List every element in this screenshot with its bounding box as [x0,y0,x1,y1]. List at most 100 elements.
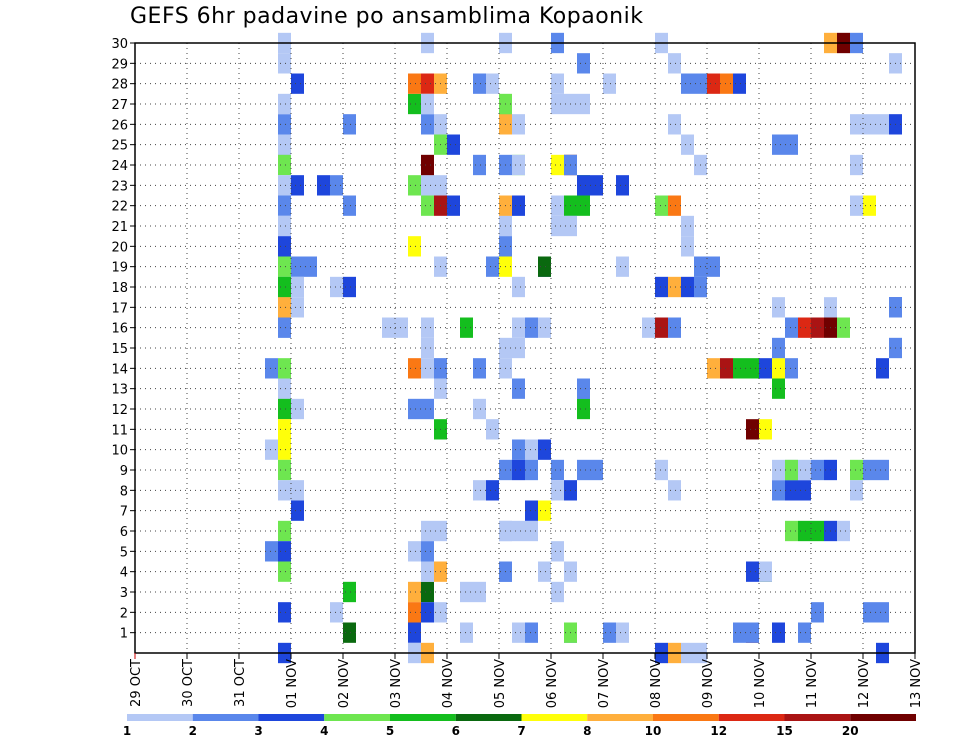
y-tick-label: 26 [111,118,128,133]
x-tick-label: 31 OCT [233,659,248,707]
heatmap-cell [278,561,291,582]
heatmap-cell [473,581,486,603]
colorbar-label: 5 [386,724,394,738]
y-tick-label: 2 [120,606,128,621]
y-tick-label: 23 [111,179,128,194]
heatmap-cell [720,358,733,379]
heatmap-cell [863,195,876,216]
colorbar-label: 1 [123,724,131,738]
heatmap-cell [525,500,538,521]
heatmap-cell [343,276,356,298]
colorbar-swatch [324,714,390,721]
heatmap-cell [395,317,408,338]
heatmap-cell [733,358,746,379]
x-tick-label: 09 NOV [701,659,716,708]
x-tick-label: 30 OCT [181,659,196,707]
heatmap-cell [577,175,590,196]
x-tick-label: 12 NOV [857,659,872,708]
heatmap-cell [772,622,785,643]
heatmap-cell [512,195,525,216]
heatmap-cell [538,561,551,582]
x-tick-label: 02 NOV [337,659,352,708]
heatmap-cell [681,276,694,298]
heatmap-cell [460,581,473,603]
heatmap-cell [421,337,434,359]
heatmap-cell [876,114,889,135]
colorbar-swatch [784,714,851,721]
heatmap-cell [798,459,811,481]
heatmap-cell [330,175,343,196]
heatmap-cell [278,215,291,237]
heatmap-cell [408,622,421,643]
heatmap-cell [668,114,681,135]
heatmap-cell [291,398,304,420]
chart-title: GEFS 6hr padavine po ansamblima Kopaonik [130,4,644,29]
heatmap-cell [551,541,564,562]
heatmap-cell [668,53,681,74]
heatmap-cell [772,358,785,379]
heatmap-cell [278,398,291,420]
colorbar-label: 3 [254,724,262,738]
x-tick-label: 11 NOV [805,659,820,708]
heatmap-cell [291,73,304,94]
heatmap-cell [551,459,564,481]
heatmap-cell [811,602,824,623]
heatmap-cell [265,358,278,379]
heatmap-cell [733,622,746,643]
heatmap-cell [408,398,421,420]
heatmap-cell [421,398,434,420]
y-tick-label: 13 [111,383,128,398]
heatmap-cell [811,317,824,338]
heatmap-cell [876,358,889,379]
heatmap-cell [772,378,785,399]
colorbar-swatch [455,714,522,721]
heatmap-cell [746,622,759,643]
heatmap-cell [577,53,590,74]
x-tick-label: 29 OCT [129,659,144,707]
heatmap-cell [551,215,564,237]
y-tick-label: 17 [111,301,128,316]
heatmap-cell [278,175,291,196]
heatmap-cell [512,459,525,481]
heatmap-cell [486,419,499,440]
heatmap-cell [486,480,499,501]
heatmap-cell [473,480,486,501]
heatmap-cell [850,114,863,135]
heatmap-cell [642,317,655,338]
heatmap-cell [408,358,421,379]
heatmap-cell [408,73,421,94]
heatmap-cell [772,337,785,359]
heatmap-cell [538,439,551,460]
heatmap-cell [278,53,291,74]
x-tick-label: 03 NOV [389,659,404,708]
heatmap-cell [460,317,473,338]
heatmap-cell [421,93,434,115]
heatmap-cell [772,480,785,501]
heatmap-cell [278,276,291,298]
heatmap-cell [278,317,291,338]
heatmap-cell [330,602,343,623]
heatmap-cell [512,520,525,542]
heatmap-cell [486,256,499,277]
colorbar-label: 2 [189,724,197,738]
heatmap-cell [681,134,694,155]
y-tick-label: 9 [120,464,128,479]
colorbar-swatch [390,714,456,721]
y-tick-label: 24 [111,159,128,174]
colorbar-swatch [850,714,916,721]
heatmap-cell [278,195,291,216]
heatmap-cell [772,134,785,155]
y-tick-label: 25 [111,139,128,154]
heatmap-cell [863,114,876,135]
y-tick-label: 21 [111,220,128,235]
heatmap-cell [798,480,811,501]
heatmap-cell [655,195,668,216]
heatmap-cell [811,459,824,481]
heatmap-cell [876,602,889,623]
x-tick-label: 06 NOV [545,659,560,708]
heatmap-cell [551,93,564,115]
heatmap-cell [343,195,356,216]
heatmap-cell [525,459,538,481]
heatmap-cell [785,317,798,338]
heatmap-cell [278,602,291,623]
